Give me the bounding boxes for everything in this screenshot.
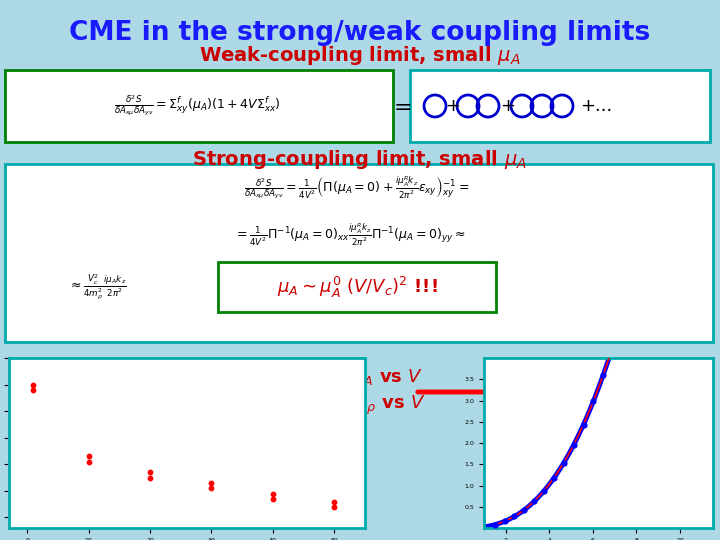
Text: $\mu_A$ vs $V$: $\mu_A$ vs $V$ — [352, 368, 423, 388]
Point — [489, 521, 500, 529]
Point — [518, 505, 530, 514]
Point — [577, 420, 589, 429]
Text: $\frac{\delta^2 S}{\delta A_{x\mu}\delta A_{y\nu}} = \Sigma^f_{xy}(\mu_A)(1+4V\S: $\frac{\delta^2 S}{\delta A_{x\mu}\delta… — [114, 94, 280, 118]
Text: +...: +... — [580, 97, 612, 115]
Point — [637, 233, 649, 242]
Point — [83, 457, 94, 466]
Point — [608, 341, 619, 350]
Text: $= \frac{1}{4V^2}\Pi^{-1}(\mu_A=0)_{xx}\frac{i\mu_A^R k_z}{2\pi^2}\Pi^{-1}(\mu_A: $= \frac{1}{4V^2}\Pi^{-1}(\mu_A=0)_{xx}\… — [234, 222, 466, 248]
Point — [657, 143, 668, 152]
Point — [627, 273, 639, 281]
Point — [267, 489, 279, 498]
Point — [539, 487, 550, 495]
Text: $M_\rho$ vs $V$: $M_\rho$ vs $V$ — [351, 394, 426, 416]
Point — [617, 308, 629, 317]
Point — [499, 517, 510, 525]
Bar — [218, 262, 496, 312]
Point — [667, 92, 678, 101]
Point — [598, 370, 609, 379]
Text: +: + — [500, 97, 516, 115]
Point — [328, 503, 340, 511]
Point — [509, 512, 521, 521]
Point — [558, 458, 570, 467]
Bar — [410, 70, 710, 142]
Text: $\frac{\delta^2 S}{\delta A_{x\mu}\delta A_{y\nu}} = \frac{1}{4V^2}\left(\Pi(\mu: $\frac{\delta^2 S}{\delta A_{x\mu}\delta… — [244, 175, 469, 201]
Point — [548, 474, 559, 482]
Point — [206, 478, 217, 487]
Point — [83, 452, 94, 461]
Bar — [5, 70, 393, 142]
Text: $\approx \frac{V_c^2}{4m_\rho^2}\frac{i\mu_A k_z}{2\pi^2}$: $\approx \frac{V_c^2}{4m_\rho^2}\frac{i\… — [68, 273, 126, 301]
Point — [144, 473, 156, 482]
Text: CME in the strong/weak coupling limits: CME in the strong/weak coupling limits — [69, 20, 651, 46]
Point — [27, 380, 39, 389]
Point — [144, 468, 156, 477]
Point — [647, 190, 658, 199]
Text: $\mu_A \sim \mu_A^0\ (V/V_c)^2$ !!!: $\mu_A \sim \mu_A^0\ (V/V_c)^2$ !!! — [276, 274, 437, 300]
Point — [328, 497, 340, 506]
Point — [588, 397, 599, 406]
Point — [568, 441, 580, 449]
Text: $=$: $=$ — [389, 96, 411, 116]
Text: Weak-coupling limit, small $\mu_A$: Weak-coupling limit, small $\mu_A$ — [199, 44, 521, 67]
Point — [27, 386, 39, 394]
Point — [267, 495, 279, 503]
Point — [528, 497, 540, 505]
Point — [676, 38, 688, 46]
Point — [206, 484, 217, 492]
Text: +: + — [446, 97, 461, 115]
Text: Strong-coupling limit, small $\mu_A$: Strong-coupling limit, small $\mu_A$ — [192, 148, 528, 171]
Bar — [5, 164, 713, 342]
